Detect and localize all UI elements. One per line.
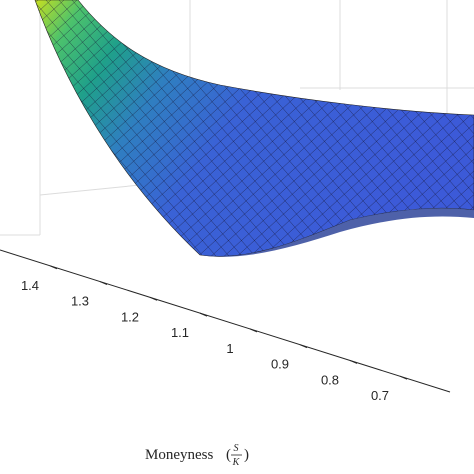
x-tick: [399, 375, 408, 380]
x-axis-label-paren: (: [226, 447, 231, 463]
x-tick-label: 1.1: [171, 325, 189, 340]
x-tick: [99, 281, 108, 286]
x-tick-label: 1.4: [21, 278, 39, 293]
mesh-line: [0, 0, 25, 300]
x-axis: [0, 249, 451, 393]
x-tick: [199, 312, 208, 317]
mesh-line: [45, 0, 307, 257]
mesh-line: [35, 0, 52, 257]
mesh-line: [0, 0, 12, 300]
mesh-line: [35, 0, 156, 257]
mesh-line: [35, 0, 294, 257]
mesh-line: [35, 0, 281, 257]
x-tick-label: 0.8: [321, 372, 339, 387]
x-axis-label-numerator: S: [234, 443, 239, 454]
x-tick: [299, 344, 308, 349]
mesh-line: [35, 0, 60, 257]
x-tick-label: 1.3: [71, 294, 89, 309]
x-tick-label: 0.9: [271, 357, 289, 372]
x-axis-label: Moneyness: [145, 447, 213, 463]
mesh-line: [35, 0, 117, 257]
mesh-line: [35, 0, 39, 257]
mesh-line: [201, 0, 474, 257]
x-axis-label-paren: ): [244, 447, 249, 463]
mesh-line: [35, 0, 182, 257]
x-tick-label: 0.7: [371, 388, 389, 403]
mesh-line: [35, 0, 130, 257]
surface: [0, 0, 474, 300]
mesh-line: [35, 0, 169, 257]
x-tick-label: 1: [226, 341, 233, 356]
mesh-line: [35, 0, 47, 257]
mesh-line: [35, 0, 143, 257]
mesh-line: [0, 0, 7, 300]
x-tick: [249, 328, 258, 333]
x-axis-label-denominator: K: [232, 457, 241, 468]
x-tick-label: 1.2: [121, 309, 139, 324]
x-tick: [49, 265, 58, 270]
x-tick: [349, 359, 358, 364]
x-tick: [149, 296, 158, 301]
